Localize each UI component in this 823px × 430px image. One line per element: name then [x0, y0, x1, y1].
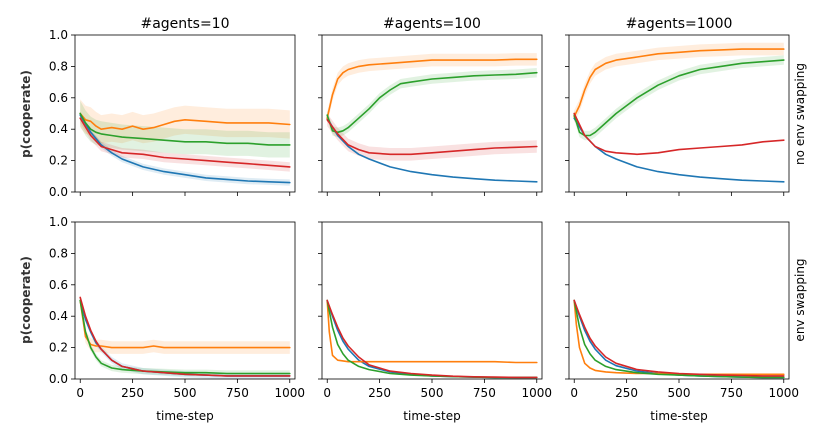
x-tick-label-1000-env-swapping-agents-10: 1000: [274, 386, 305, 400]
y-tick-label-0.2-no-env-swapping-agents-10: 0.2: [49, 154, 68, 168]
x-tick-label-500-env-swapping-agents-1000: 500: [668, 386, 691, 400]
y-tick-label-0.6-no-env-swapping-agents-10: 0.6: [49, 91, 68, 105]
column-title-agents-100: #agents=100: [383, 16, 481, 32]
line-red-no-env-swapping-agents-1000: [573, 112, 785, 156]
x-tick-label-0-env-swapping-agents-1000: 0: [570, 386, 578, 400]
band-orange-no-env-swapping-agents-10: [80, 99, 290, 144]
axes: 0.0 0.2 0.4 0.6 0.8 1.0 0 250 500 750 1000 0.0 0.2 0.…: [49, 28, 799, 400]
row-label-env-swapping: env swapping: [793, 258, 807, 341]
line-red-env-swapping-agents-1000: [573, 299, 785, 377]
x-tick-label-1000-env-swapping-agents-100: 1000: [521, 386, 552, 400]
line-orange-no-env-swapping-agents-1000: [573, 48, 785, 118]
x-tick-label-750-env-swapping-agents-100: 750: [473, 386, 496, 400]
line-blue-env-swapping-agents-10: [79, 299, 291, 377]
y-tick-label-0.2-env-swapping-agents-10: 0.2: [49, 341, 68, 355]
line-red-env-swapping-agents-100: [326, 299, 538, 379]
x-axis-label-col-3: time-step: [650, 409, 707, 423]
line-red-no-env-swapping-agents-10: [79, 117, 291, 168]
line-red-env-swapping-agents-10: [79, 296, 291, 377]
y-tick-label-0.8-env-swapping-agents-10: 0.8: [49, 246, 68, 260]
row-label-no-env-swapping: no env swapping: [793, 63, 807, 165]
series-lines: [79, 48, 785, 379]
x-axis-label-col-1: time-step: [156, 409, 213, 423]
line-orange-no-env-swapping-agents-10: [79, 112, 291, 130]
y-tick-label-0-no-env-swapping-agents-10: 0.0: [49, 185, 68, 199]
line-blue-no-env-swapping-agents-10: [79, 114, 291, 184]
line-red-no-env-swapping-agents-100: [326, 119, 538, 156]
line-green-env-swapping-agents-100: [326, 299, 538, 379]
y-axis-label-row-2: p(cooperate): [19, 256, 33, 344]
x-tick-label-0-env-swapping-agents-100: 0: [323, 386, 331, 400]
y-axis-label-row-1: p(cooperate): [19, 70, 33, 158]
x-tick-label-500-env-swapping-agents-10: 500: [174, 386, 197, 400]
column-title-agents-1000: #agents=1000: [626, 16, 733, 32]
band-green-env-swapping-agents-10: [80, 297, 290, 377]
y-tick-label-0-env-swapping-agents-10: 0.0: [49, 372, 68, 386]
column-title-agents-10: #agents=10: [140, 16, 229, 32]
confidence-bands: [80, 42, 784, 379]
band-red-no-env-swapping-agents-10: [80, 113, 290, 172]
x-tick-label-250-env-swapping-agents-1000: 250: [615, 386, 638, 400]
x-tick-label-250-env-swapping-agents-100: 250: [368, 386, 391, 400]
y-tick-label-0.8-no-env-swapping-agents-10: 0.8: [49, 59, 68, 73]
line-green-env-swapping-agents-1000: [573, 299, 785, 379]
x-tick-label-1000-env-swapping-agents-1000: 1000: [768, 386, 799, 400]
y-tick-label-0.4-env-swapping-agents-10: 0.4: [49, 309, 68, 323]
band-orange-no-env-swapping-agents-1000: [574, 42, 784, 123]
x-axis-label-col-2: time-step: [403, 409, 460, 423]
band-orange-env-swapping-agents-10: [80, 294, 290, 354]
line-green-no-env-swapping-agents-100: [326, 71, 538, 134]
y-tick-label-0.4-no-env-swapping-agents-10: 0.4: [49, 122, 68, 136]
line-green-no-env-swapping-agents-10: [79, 112, 291, 146]
line-orange-no-env-swapping-agents-100: [326, 58, 538, 119]
line-orange-env-swapping-agents-10: [79, 299, 291, 349]
line-green-no-env-swapping-agents-1000: [573, 59, 785, 137]
x-tick-label-0-env-swapping-agents-10: 0: [76, 386, 84, 400]
x-tick-label-250-env-swapping-agents-10: 250: [121, 386, 144, 400]
line-orange-env-swapping-agents-1000: [573, 299, 785, 376]
band-orange-no-env-swapping-agents-100: [327, 53, 537, 125]
y-tick-label-1-no-env-swapping-agents-10: 1.0: [49, 28, 68, 42]
y-tick-label-0.6-env-swapping-agents-10: 0.6: [49, 278, 68, 292]
y-tick-label-1-env-swapping-agents-10: 1.0: [49, 215, 68, 229]
line-blue-no-env-swapping-agents-100: [326, 117, 538, 183]
x-tick-label-500-env-swapping-agents-100: 500: [421, 386, 444, 400]
x-tick-label-750-env-swapping-agents-10: 750: [226, 386, 249, 400]
x-tick-label-750-env-swapping-agents-1000: 750: [720, 386, 743, 400]
line-orange-env-swapping-agents-100: [326, 299, 538, 364]
